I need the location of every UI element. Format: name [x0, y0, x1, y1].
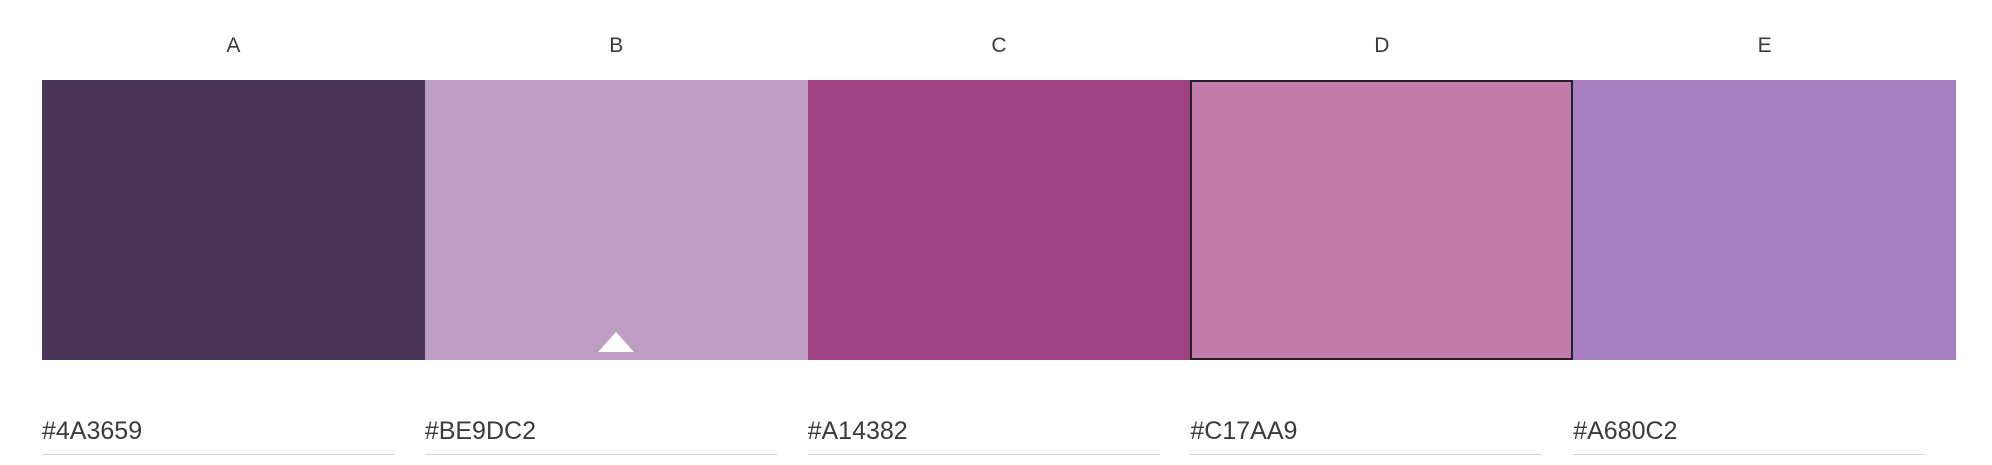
swatch-column-a: A	[42, 0, 425, 465]
swatch-label: A	[226, 34, 241, 57]
color-palette: A B C D E	[42, 0, 1956, 465]
swatch-label: E	[1757, 34, 1772, 57]
hex-field-d	[1190, 410, 1543, 455]
hex-field-e	[1573, 410, 1926, 455]
color-swatch-e[interactable]	[1573, 80, 1956, 360]
swatch-column-d: D	[1190, 0, 1574, 465]
color-swatch-c[interactable]	[807, 80, 1191, 360]
hex-input-d[interactable]	[1190, 410, 1543, 452]
hex-field-b	[424, 410, 777, 455]
swatch-column-c: C	[807, 0, 1191, 465]
hex-input-e[interactable]	[1573, 410, 1926, 452]
hex-field-a	[42, 410, 394, 455]
swatch-column-b: B	[424, 0, 808, 465]
color-swatch-d[interactable]	[1190, 80, 1574, 360]
swatch-label: C	[991, 34, 1007, 57]
swatch-label: D	[1374, 34, 1390, 57]
hex-input-a[interactable]	[42, 410, 394, 452]
swatch-label: B	[609, 34, 624, 57]
base-color-marker-icon	[598, 332, 635, 352]
swatch-column-e: E	[1573, 0, 1956, 465]
hex-field-c	[807, 410, 1160, 455]
hex-input-b[interactable]	[424, 410, 777, 452]
color-swatch-b[interactable]	[424, 80, 808, 360]
hex-input-c[interactable]	[807, 410, 1160, 452]
color-swatch-a[interactable]	[42, 80, 425, 360]
